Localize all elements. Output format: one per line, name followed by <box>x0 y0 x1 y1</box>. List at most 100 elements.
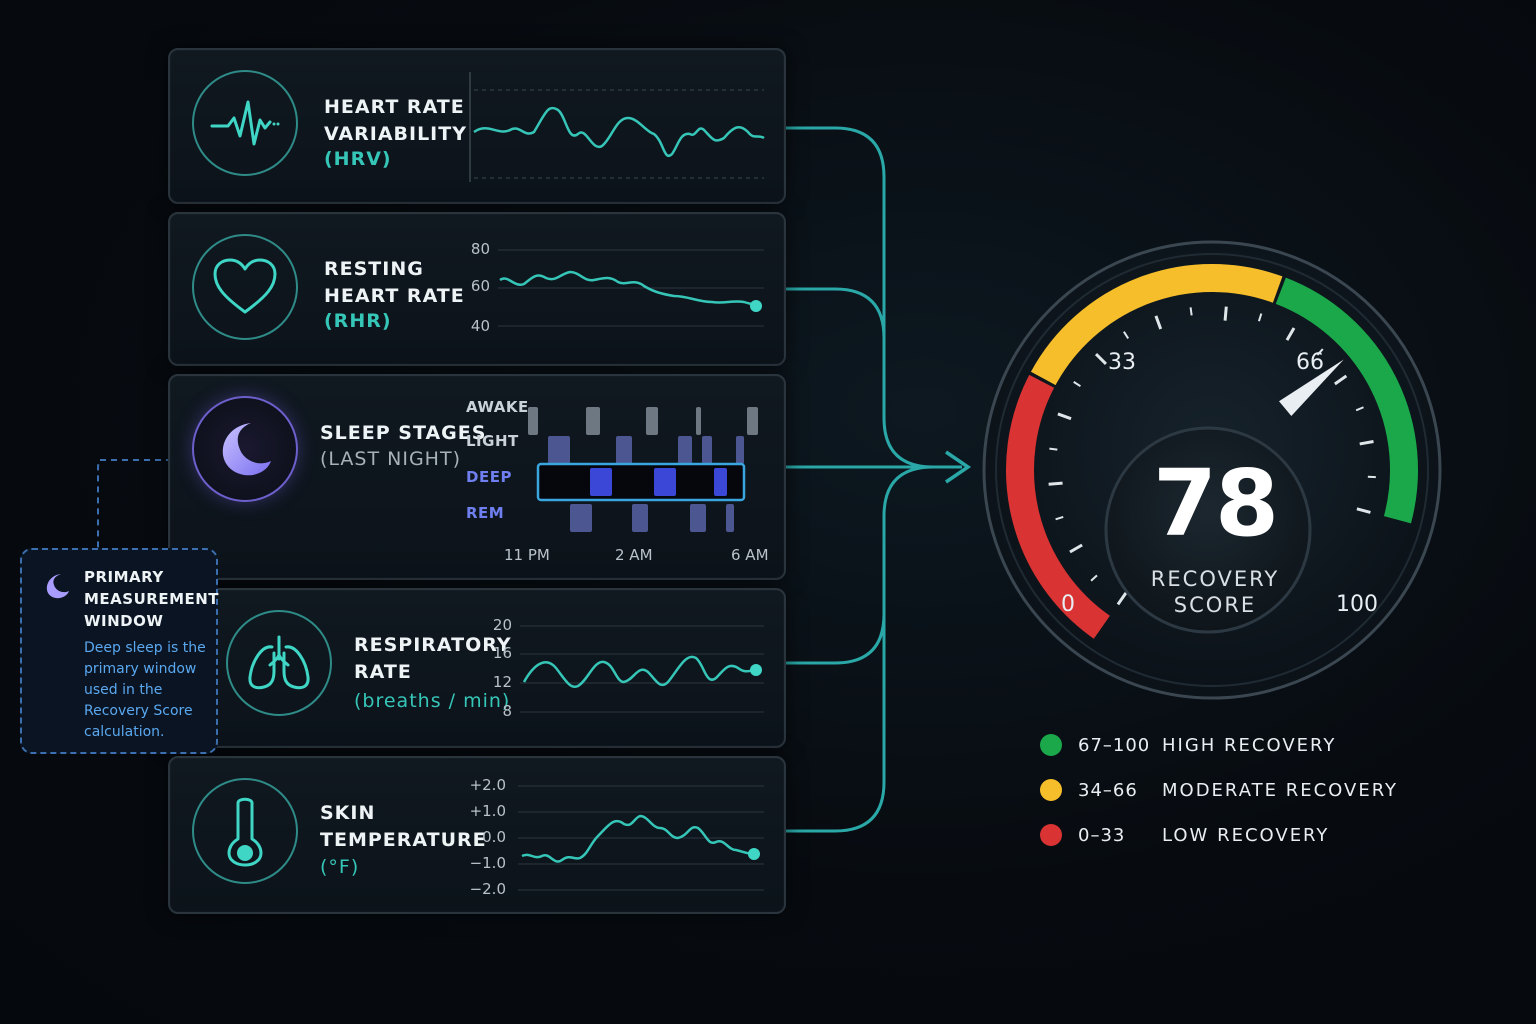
heart-icon <box>213 258 277 314</box>
moon-icon <box>46 574 69 599</box>
time-label-end: 6 AM <box>731 546 769 564</box>
skin-temp-icon-ring <box>192 778 298 884</box>
gauge-tick <box>1223 306 1228 321</box>
gauge-needle <box>1279 359 1344 416</box>
gauge-tick <box>1189 307 1193 316</box>
rem-block <box>726 504 734 532</box>
awake-block <box>646 407 658 435</box>
gauge-tick <box>1334 374 1348 386</box>
gauge-tick <box>1285 327 1296 341</box>
light-block <box>678 436 692 464</box>
rem-block <box>570 504 592 532</box>
hrv-title: HEART RATE VARIABILITY <box>324 96 467 145</box>
gauge-tick <box>1049 447 1058 451</box>
skin-tick: +1.0 <box>469 802 506 820</box>
rhr-tick: 80 <box>470 240 490 258</box>
time-label-mid: 2 AM <box>615 546 653 564</box>
skin-temp-panel[interactable]: SKIN TEMPERATURE (°F) +2.0 +1.0 0.0 −1.0… <box>168 756 786 914</box>
gauge-hub <box>1104 426 1312 634</box>
gauge-inner-ring <box>995 253 1429 687</box>
sleep-title: SLEEP STAGES <box>320 422 487 444</box>
gauge-tick <box>1316 348 1324 356</box>
gauge-tick <box>1355 406 1364 412</box>
legend-name: HIGH RECOVERY <box>1162 734 1337 756</box>
moon-icon <box>222 423 271 476</box>
rhr-chart <box>498 249 764 327</box>
legend-name: MODERATE RECOVERY <box>1162 779 1399 801</box>
gauge-tick <box>1116 592 1128 606</box>
awake-block <box>747 407 758 435</box>
skin-line <box>521 814 755 863</box>
primary-window-callout: PRIMARY MEASUREMENT WINDOW Deep sleep is… <box>20 548 219 754</box>
rhr-tick: 60 <box>470 277 490 295</box>
stage-label-light: LIGHT <box>466 432 519 450</box>
legend-name: LOW RECOVERY <box>1162 824 1330 846</box>
deep-block <box>714 468 727 496</box>
skin-temp-subtitle: (°F) <box>320 856 360 878</box>
gauge-tick <box>1055 515 1064 521</box>
gauge-tick <box>1257 313 1263 322</box>
rhr-panel[interactable]: RESTING HEART RATE (RHR) 80 60 40 <box>168 212 786 366</box>
thermometer-icon <box>227 797 263 867</box>
rhr-subtitle: (RHR) <box>324 310 392 332</box>
resp-endpoint <box>750 664 762 676</box>
lungs-icon <box>248 635 310 690</box>
skin-endpoint <box>748 848 760 860</box>
respiratory-panel[interactable]: RESPIRATORY RATE (breaths / min) 20 16 1… <box>168 588 786 748</box>
deep-block <box>590 468 612 496</box>
gauge-min-label: 0 <box>1061 592 1075 617</box>
skin-tick: 0.0 <box>482 828 506 846</box>
deep-highlight-box <box>536 462 746 502</box>
gauge-mark-66: 66 <box>1296 350 1324 375</box>
light-block <box>702 436 712 464</box>
sleep-panel[interactable]: SLEEP STAGES (LAST NIGHT) AWAKE LIGHT DE… <box>168 374 786 580</box>
stage-label-deep: DEEP <box>466 468 512 486</box>
respiratory-subtitle: (breaths / min) <box>354 690 511 712</box>
rhr-line <box>499 270 757 307</box>
rem-block <box>632 504 648 532</box>
callout-text: Deep sleep is the primary window used in… <box>84 640 206 740</box>
legend-moderate: 34–66 MODERATE RECOVERY <box>1040 777 1398 803</box>
gauge-arcs <box>1006 264 1418 639</box>
heartbeat-icon <box>210 100 280 146</box>
hrv-icon-ring <box>192 70 298 176</box>
sleep-icon-ring <box>192 396 298 502</box>
legend-range: 34–66 <box>1078 779 1138 801</box>
rhr-icon-ring <box>192 234 298 340</box>
awake-block <box>696 407 701 435</box>
hrv-line <box>473 106 765 158</box>
rhr-endpoint <box>750 300 762 312</box>
gauge-ticks <box>1048 306 1376 606</box>
legend-dot-moderate <box>1040 779 1062 801</box>
resp-line <box>522 655 757 689</box>
legend-dot-low <box>1040 824 1062 846</box>
gauge-tick <box>1094 352 1107 365</box>
rem-block <box>690 504 706 532</box>
gauge-tick <box>1090 574 1098 582</box>
skin-tick: +2.0 <box>469 776 506 794</box>
gauge-arc-high <box>1275 277 1418 524</box>
recovery-score-value: 78 <box>1152 450 1279 557</box>
legend-low: 0–33 LOW RECOVERY <box>1040 822 1329 848</box>
legend-range: 0–33 <box>1078 824 1126 846</box>
gauge-tick <box>1069 543 1083 554</box>
stage-label-awake: AWAKE <box>466 398 529 416</box>
time-label-start: 11 PM <box>504 546 550 564</box>
skin-tick: −2.0 <box>469 880 506 898</box>
legend-high: 67–100 HIGH RECOVERY <box>1040 732 1336 758</box>
gauge-arc-low <box>1006 374 1111 639</box>
light-block <box>736 436 744 464</box>
resp-tick: 12 <box>492 673 512 691</box>
hrv-panel[interactable]: HEART RATE VARIABILITY (HRV) <box>168 48 786 204</box>
gauge-arc-moderate <box>1030 264 1283 386</box>
awake-block <box>586 407 600 435</box>
gauge-tick <box>1359 440 1374 446</box>
respiratory-icon-ring <box>226 610 332 716</box>
hrv-subtitle: (HRV) <box>324 148 392 170</box>
skin-temp-chart <box>518 785 764 891</box>
gauge-mark-33: 33 <box>1108 350 1136 375</box>
hrv-chart <box>469 72 765 182</box>
deep-block <box>654 468 676 496</box>
